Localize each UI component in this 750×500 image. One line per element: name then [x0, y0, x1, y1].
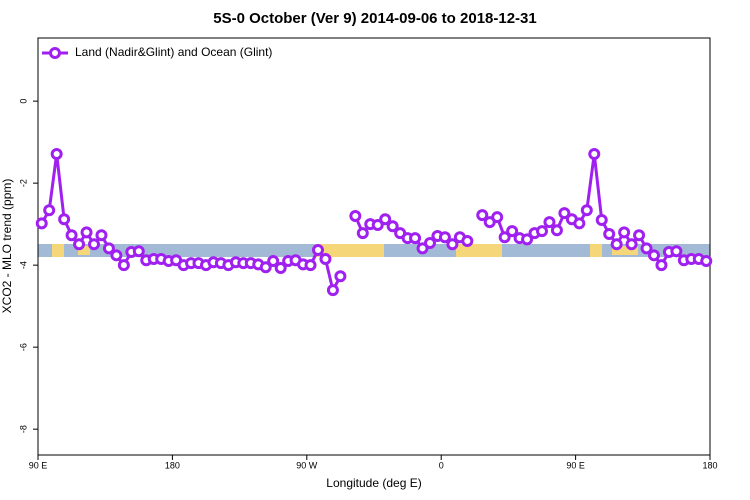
x-tick-label: 90 E — [29, 460, 48, 470]
surface-band — [38, 244, 710, 257]
point — [312, 243, 324, 256]
point — [259, 261, 272, 274]
point — [506, 225, 519, 238]
point — [409, 232, 422, 245]
x-tick-label: 90 W — [296, 460, 318, 470]
point — [304, 259, 317, 272]
x-axis-label: Longitude (deg E) — [326, 476, 421, 490]
x-tick-label: 180 — [702, 460, 717, 470]
point — [102, 242, 115, 255]
point — [618, 226, 631, 239]
point — [521, 233, 534, 246]
y-tick-label: -6 — [18, 343, 28, 351]
point — [43, 204, 56, 217]
point — [386, 220, 399, 233]
land-band — [612, 246, 638, 255]
point — [476, 209, 489, 222]
point — [498, 231, 511, 244]
point — [334, 270, 347, 283]
point — [95, 229, 108, 242]
chart-title: 5S-0 October (Ver 9) 2014-09-06 to 2018-… — [213, 10, 537, 27]
land-band — [78, 246, 90, 255]
legend-label: Land (Nadir&Glint) and Ocean (Glint) — [75, 45, 272, 59]
land-band — [456, 244, 502, 257]
point — [80, 226, 93, 239]
point — [580, 204, 593, 217]
point — [349, 209, 362, 222]
point — [573, 217, 586, 230]
point — [655, 259, 668, 272]
point — [117, 259, 130, 272]
point — [379, 213, 392, 226]
point — [416, 242, 429, 255]
point — [438, 231, 451, 244]
x-tick-label: 90 E — [566, 460, 585, 470]
point — [132, 245, 145, 258]
plot-frame — [37, 37, 711, 456]
point — [700, 255, 713, 268]
point — [610, 238, 623, 251]
point — [491, 211, 504, 224]
y-tick-label: -8 — [18, 425, 28, 433]
point — [58, 213, 71, 226]
point — [50, 148, 63, 161]
x-tick-label: 0 — [439, 460, 444, 470]
y-axis-label: XCO2 - MLO trend (ppm) — [0, 179, 14, 314]
point — [461, 234, 474, 247]
point — [640, 242, 653, 255]
point — [648, 249, 660, 262]
y-tick-label: 0 — [18, 99, 28, 104]
x-tick-label: 180 — [165, 460, 180, 470]
point — [536, 225, 548, 238]
point — [371, 218, 384, 231]
point — [88, 238, 100, 251]
point — [670, 245, 683, 258]
point — [625, 238, 638, 251]
point — [558, 207, 571, 220]
point — [446, 238, 459, 251]
point — [65, 229, 78, 242]
point — [603, 227, 616, 240]
point — [110, 249, 123, 262]
point — [73, 238, 86, 251]
y-tick-label: -4 — [18, 261, 28, 269]
point — [633, 229, 646, 242]
y-tick-label: -2 — [18, 179, 28, 187]
land-band — [316, 244, 384, 257]
point — [267, 255, 280, 268]
point — [595, 214, 608, 227]
land-band — [590, 244, 602, 257]
point — [543, 216, 556, 229]
land-band — [52, 244, 64, 257]
point — [35, 217, 48, 230]
legend-marker — [49, 47, 61, 59]
point — [274, 262, 287, 275]
point — [326, 284, 339, 297]
point — [319, 253, 332, 266]
point — [588, 148, 601, 161]
point — [356, 227, 369, 240]
point — [424, 237, 436, 250]
point — [550, 224, 563, 237]
